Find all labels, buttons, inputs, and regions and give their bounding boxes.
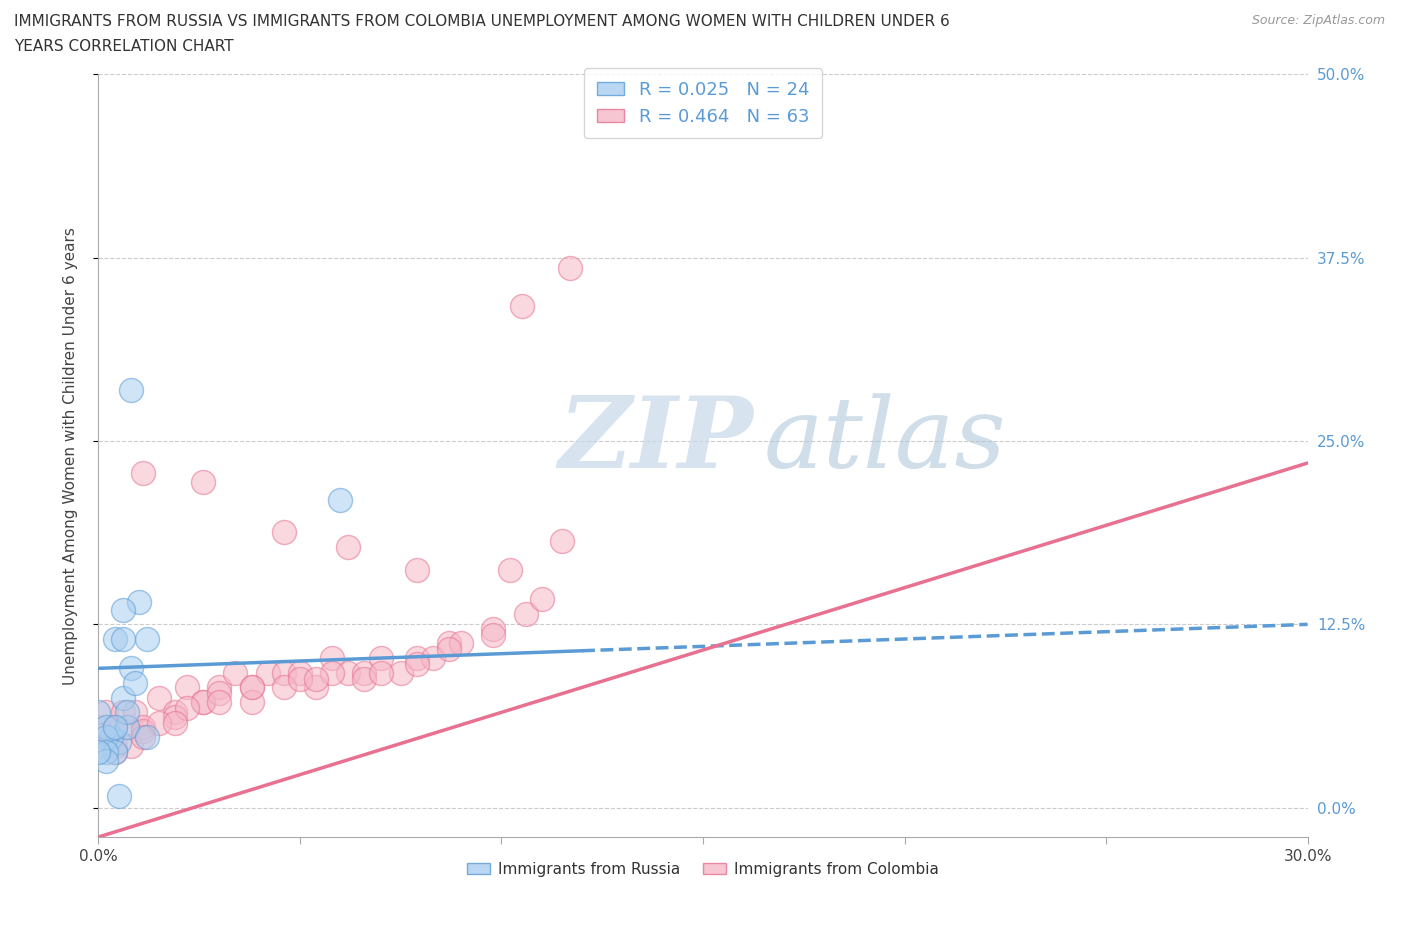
Point [87, 745, 110, 760]
Point [176, 700, 198, 715]
Point [163, 705, 186, 720]
Text: IMMIGRANTS FROM RUSSIA VS IMMIGRANTS FROM COLOMBIA UNEMPLOYMENT AMONG WOMEN WITH: IMMIGRANTS FROM RUSSIA VS IMMIGRANTS FRO… [14, 14, 950, 29]
Point [240, 680, 263, 695]
Point [305, 671, 328, 686]
Point [111, 631, 134, 646]
Point [515, 606, 537, 621]
Point [224, 665, 246, 680]
Point [273, 665, 295, 680]
Point [115, 720, 138, 735]
Point [96, 705, 118, 720]
Point [405, 563, 427, 578]
Point [103, 745, 125, 760]
Point [305, 680, 328, 695]
Point [111, 603, 134, 618]
Point [135, 730, 157, 745]
Text: atlas: atlas [763, 392, 1007, 488]
Point [482, 621, 505, 636]
Point [96, 720, 118, 735]
Point [530, 592, 553, 607]
Point [337, 539, 360, 554]
Point [87, 738, 110, 753]
Point [128, 595, 150, 610]
Point [87, 720, 110, 735]
Point [124, 675, 146, 690]
Y-axis label: Unemployment Among Women with Children Under 6 years: Unemployment Among Women with Children U… [63, 227, 77, 684]
Point [510, 299, 533, 313]
Point [353, 665, 375, 680]
Point [273, 525, 295, 539]
Point [96, 745, 118, 760]
Point [115, 705, 138, 720]
Point [370, 651, 392, 666]
Point [193, 474, 215, 489]
Point [132, 720, 155, 735]
Point [135, 631, 157, 646]
Point [321, 665, 343, 680]
Point [107, 789, 129, 804]
Point [111, 705, 134, 720]
Point [87, 705, 110, 720]
Point [208, 680, 231, 695]
Point [370, 665, 392, 680]
Point [498, 563, 520, 578]
Point [103, 720, 125, 735]
Point [208, 685, 231, 700]
Point [100, 730, 122, 745]
Point [148, 715, 170, 730]
Point [103, 720, 125, 735]
Point [437, 636, 460, 651]
Point [405, 657, 427, 671]
Point [96, 753, 118, 768]
Point [321, 651, 343, 666]
Point [422, 651, 444, 666]
Point [120, 738, 142, 753]
Point [132, 724, 155, 738]
Point [450, 636, 472, 651]
Point [124, 705, 146, 720]
Point [148, 690, 170, 705]
Point [96, 730, 118, 745]
Point [405, 651, 427, 666]
Point [337, 665, 360, 680]
Point [193, 695, 215, 710]
Point [132, 466, 155, 481]
Point [273, 680, 295, 695]
Point [288, 671, 311, 686]
Legend: Immigrants from Russia, Immigrants from Colombia: Immigrants from Russia, Immigrants from … [461, 856, 945, 883]
Point [120, 661, 142, 676]
Point [132, 730, 155, 745]
Point [163, 715, 186, 730]
Text: Source: ZipAtlas.com: Source: ZipAtlas.com [1251, 14, 1385, 27]
Text: YEARS CORRELATION CHART: YEARS CORRELATION CHART [14, 39, 233, 54]
Point [111, 690, 134, 705]
Point [103, 631, 125, 646]
Point [329, 492, 352, 507]
Text: ZIP: ZIP [558, 392, 752, 488]
Point [103, 738, 125, 753]
Point [256, 665, 278, 680]
Point [558, 260, 581, 275]
Point [103, 745, 125, 760]
Point [551, 533, 574, 548]
Point [437, 642, 460, 657]
Point [288, 665, 311, 680]
Point [176, 680, 198, 695]
Point [163, 710, 186, 724]
Point [389, 665, 412, 680]
Point [353, 671, 375, 686]
Point [193, 695, 215, 710]
Point [120, 382, 142, 397]
Point [107, 735, 129, 750]
Point [240, 695, 263, 710]
Point [115, 720, 138, 735]
Point [208, 695, 231, 710]
Point [240, 680, 263, 695]
Point [482, 627, 505, 642]
